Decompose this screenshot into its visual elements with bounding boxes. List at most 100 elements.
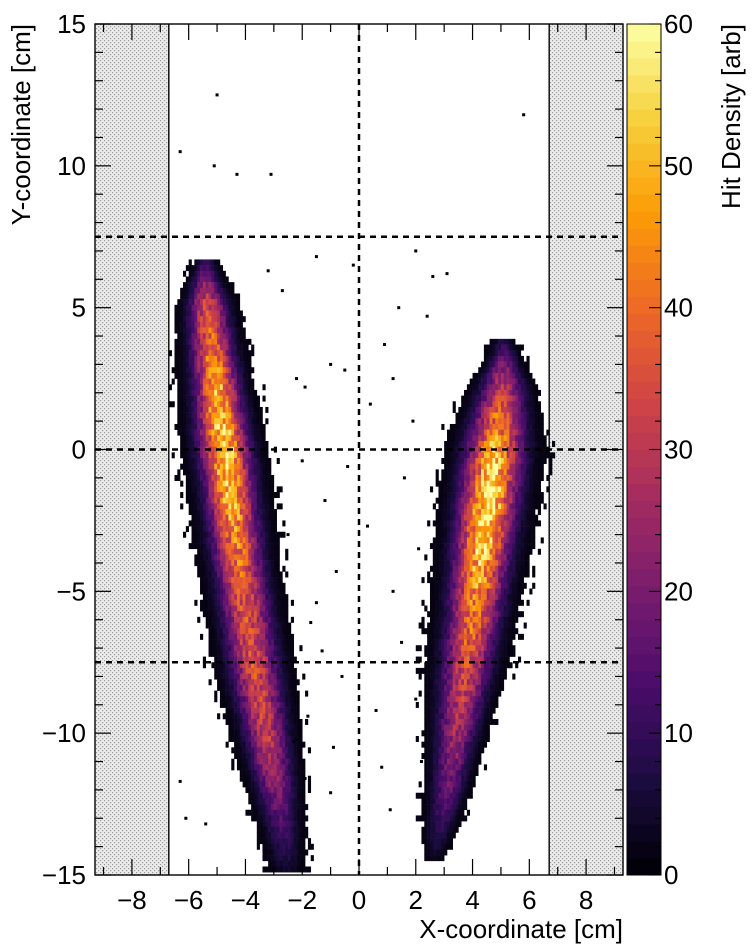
heatmap-cell — [498, 350, 502, 357]
heatmap-cell — [464, 560, 468, 567]
heatmap-cell — [262, 492, 266, 499]
heatmap-cell — [276, 639, 280, 646]
heatmap-cell — [469, 378, 473, 385]
heatmap-cell — [219, 701, 224, 708]
heatmap-cell — [211, 543, 215, 550]
heatmap-cell — [486, 616, 490, 623]
heatmap-cell — [458, 667, 462, 674]
heatmap-cell — [251, 792, 255, 799]
heatmap-cell — [517, 582, 522, 589]
heatmap-cell — [231, 764, 235, 771]
heatmap-cell — [259, 486, 263, 493]
heatmap-cell — [444, 509, 448, 516]
heatmap-cell — [495, 645, 499, 652]
heatmap-cell — [197, 486, 201, 493]
heatmap-cell — [265, 543, 269, 550]
heatmap-cell — [242, 770, 246, 777]
heatmap-cell — [296, 736, 300, 742]
heatmap-cell — [262, 599, 266, 606]
heatmap-cell — [526, 469, 530, 476]
heatmap-cell — [449, 662, 453, 669]
heatmap-cell — [509, 628, 513, 635]
heatmap-cell — [455, 588, 459, 595]
heatmap-cell — [279, 724, 283, 731]
heatmap-cell — [288, 718, 292, 725]
heatmap-cell — [251, 429, 255, 436]
heatmap-cell — [500, 429, 505, 436]
heatmap-cell — [262, 707, 266, 714]
heatmap-cell — [512, 486, 516, 493]
heatmap-cell — [455, 628, 459, 635]
heatmap-cell — [177, 378, 181, 385]
heatmap-cell — [222, 565, 226, 572]
heatmap-cell — [197, 514, 201, 521]
heatmap-cell — [489, 560, 493, 567]
heatmap-cell — [279, 628, 283, 635]
heatmap-cell — [512, 509, 516, 516]
heatmap-cell — [535, 412, 539, 419]
heatmap-cell — [242, 537, 246, 544]
heatmap-cell — [515, 503, 519, 510]
heatmap-cell — [271, 804, 275, 811]
heatmap-cell — [455, 611, 459, 618]
heatmap-cell — [185, 389, 189, 396]
heatmap-cell — [285, 594, 289, 601]
heatmap-cell — [279, 775, 283, 782]
heatmap-cell — [458, 707, 462, 714]
heatmap-cell — [236, 667, 241, 674]
heatmap-cell — [478, 628, 482, 635]
heatmap-cell — [273, 537, 277, 544]
heatmap-cell — [285, 815, 289, 822]
heatmap-cell — [523, 429, 527, 436]
heatmap-cell — [495, 355, 499, 362]
heatmap-cell — [469, 662, 473, 669]
heatmap-cell — [197, 452, 201, 459]
heatmap-cell — [492, 526, 496, 533]
heatmap-cell — [452, 520, 456, 527]
heatmap-cell — [262, 480, 266, 487]
heatmap-cell — [452, 656, 456, 663]
heatmap-cell — [517, 344, 522, 351]
heatmap-cell — [219, 418, 224, 425]
heatmap-cell — [276, 582, 280, 589]
heatmap-cell — [503, 492, 507, 499]
heatmap-cell — [197, 265, 201, 272]
heatmap-cell — [466, 554, 471, 561]
heatmap-cell — [486, 492, 490, 499]
heatmap-cell — [293, 730, 297, 737]
heatmap-cell — [466, 429, 471, 436]
heatmap-cell — [208, 310, 212, 317]
heatmap-cell — [228, 611, 232, 618]
heatmap-cell — [441, 707, 445, 714]
heatmap-cell — [483, 520, 488, 527]
heatmap-cell — [532, 389, 536, 396]
heatmap-cell — [225, 560, 229, 567]
heatmap-cell — [449, 639, 453, 646]
heatmap-cell — [262, 503, 266, 510]
heatmap-cell — [265, 514, 269, 521]
heatmap-cell — [202, 395, 207, 402]
heatmap-cell — [512, 605, 516, 612]
heatmap-cell — [234, 588, 238, 595]
heatmap-cell — [185, 299, 189, 306]
heatmap-cell — [285, 718, 289, 725]
heatmap-cell — [515, 344, 519, 351]
heatmap-cell — [489, 628, 493, 635]
heatmap-cell — [188, 316, 192, 323]
heatmap-cell — [464, 531, 468, 538]
heatmap-cell — [228, 469, 232, 476]
heatmap-cell — [228, 554, 232, 561]
heatmap-cell — [509, 492, 513, 499]
heatmap-cell — [183, 429, 187, 436]
heatmap-cell — [191, 344, 195, 351]
heatmap-cell — [523, 378, 527, 385]
heatmap-cell — [242, 350, 246, 357]
heatmap-cell — [268, 497, 272, 504]
heatmap-cell — [481, 418, 485, 425]
heatmap-cell — [472, 611, 476, 618]
heatmap-cell — [259, 639, 263, 646]
heatmap-cell — [498, 662, 502, 669]
heatmap-cell — [523, 389, 527, 396]
heatmap-cell — [429, 656, 434, 663]
heatmap-cell — [273, 543, 277, 550]
